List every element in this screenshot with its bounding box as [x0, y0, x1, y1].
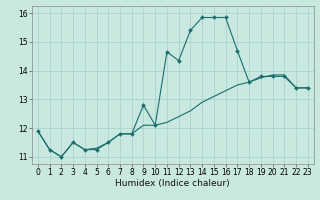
X-axis label: Humidex (Indice chaleur): Humidex (Indice chaleur) — [116, 179, 230, 188]
